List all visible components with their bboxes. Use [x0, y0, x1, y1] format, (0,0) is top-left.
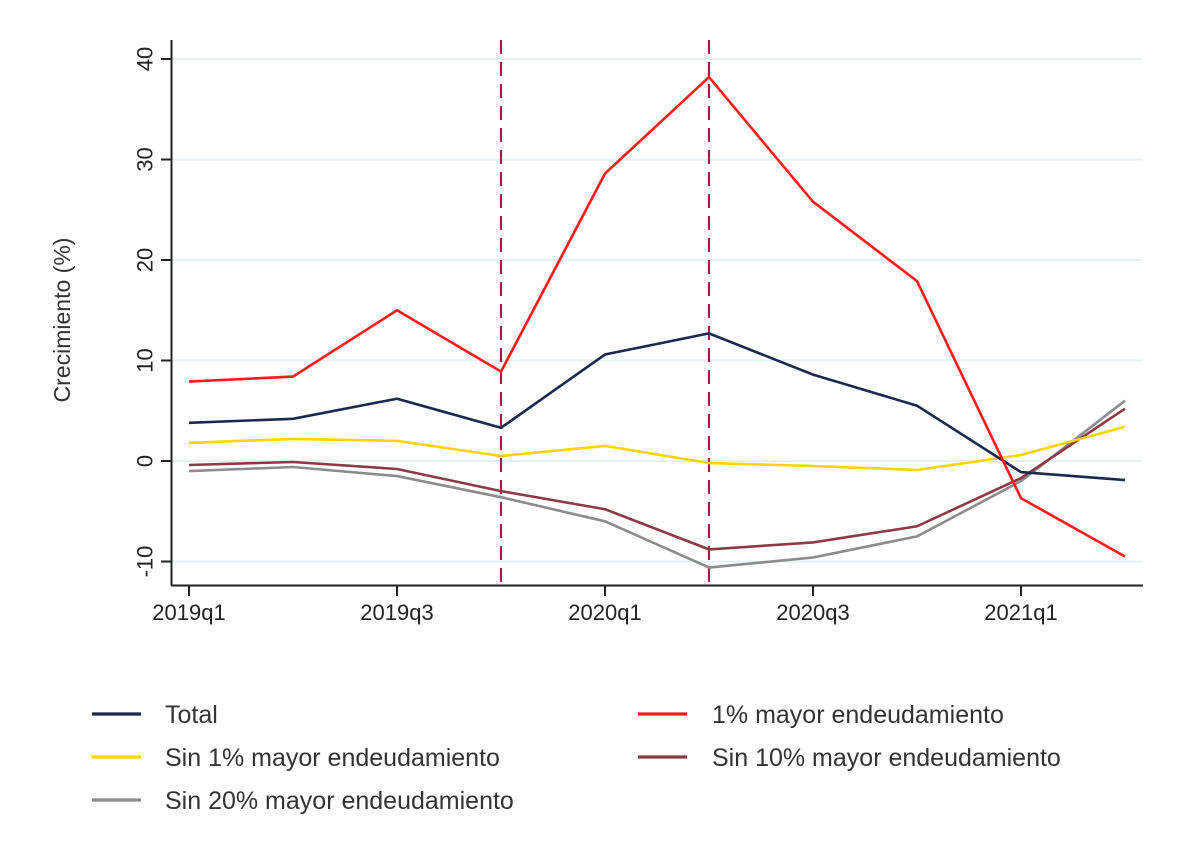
series-line-sin-10-mayor-endeudamiento [188, 407, 1126, 551]
y-tick-label: 30 [133, 147, 158, 171]
legend-item: 1% mayor endeudamiento [638, 701, 1004, 729]
x-axis-ticks: 2019q1 2019q3 2020q1 2020q3 2021q1 [152, 586, 1058, 625]
legend-item: Sin 1% mayor endeudamiento [92, 744, 500, 772]
gridlines [172, 58, 1142, 563]
legend: Total 1% mayor endeudamiento Sin 1% mayor … [92, 701, 1061, 815]
x-tick-label: 2019q3 [360, 600, 433, 625]
legend-item: Sin 10% mayor endeudamiento [638, 744, 1061, 772]
x-tick-label: 2020q1 [568, 600, 641, 625]
legend-label: Total [165, 701, 218, 729]
axes [170, 40, 1143, 587]
y-tick-label: -10 [133, 546, 158, 578]
series-lines [188, 75, 1126, 569]
legend-item: Sin 20% mayor endeudamiento [92, 787, 514, 815]
y-axis-ticks: -10 0 10 20 30 40 [133, 47, 171, 578]
x-tick-label: 2021q1 [984, 600, 1057, 625]
y-tick-label: 10 [133, 348, 158, 372]
y-tick-label: 20 [133, 248, 158, 272]
legend-item: Total [92, 701, 218, 729]
legend-label: Sin 20% mayor endeudamiento [165, 787, 514, 815]
legend-label: Sin 1% mayor endeudamiento [165, 744, 500, 772]
series-line-total [188, 332, 1126, 482]
series-line-sin-1-mayor-endeudamiento [188, 425, 1126, 472]
y-tick-label: 40 [133, 47, 158, 71]
x-tick-label: 2020q3 [776, 600, 849, 625]
x-tick-label: 2019q1 [152, 600, 225, 625]
reference-lines [499, 40, 711, 585]
y-tick-label: 0 [133, 455, 158, 467]
legend-label: 1% mayor endeudamiento [712, 701, 1004, 729]
series-line-sin-20-mayor-endeudamiento [188, 399, 1126, 569]
y-axis-title: Crecimiento (%) [49, 238, 75, 403]
legend-label: Sin 10% mayor endeudamiento [712, 744, 1061, 772]
series-line-1-mayor-endeudamiento [188, 75, 1126, 558]
